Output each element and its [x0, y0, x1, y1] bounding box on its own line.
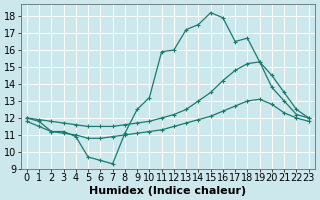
- X-axis label: Humidex (Indice chaleur): Humidex (Indice chaleur): [89, 186, 246, 196]
